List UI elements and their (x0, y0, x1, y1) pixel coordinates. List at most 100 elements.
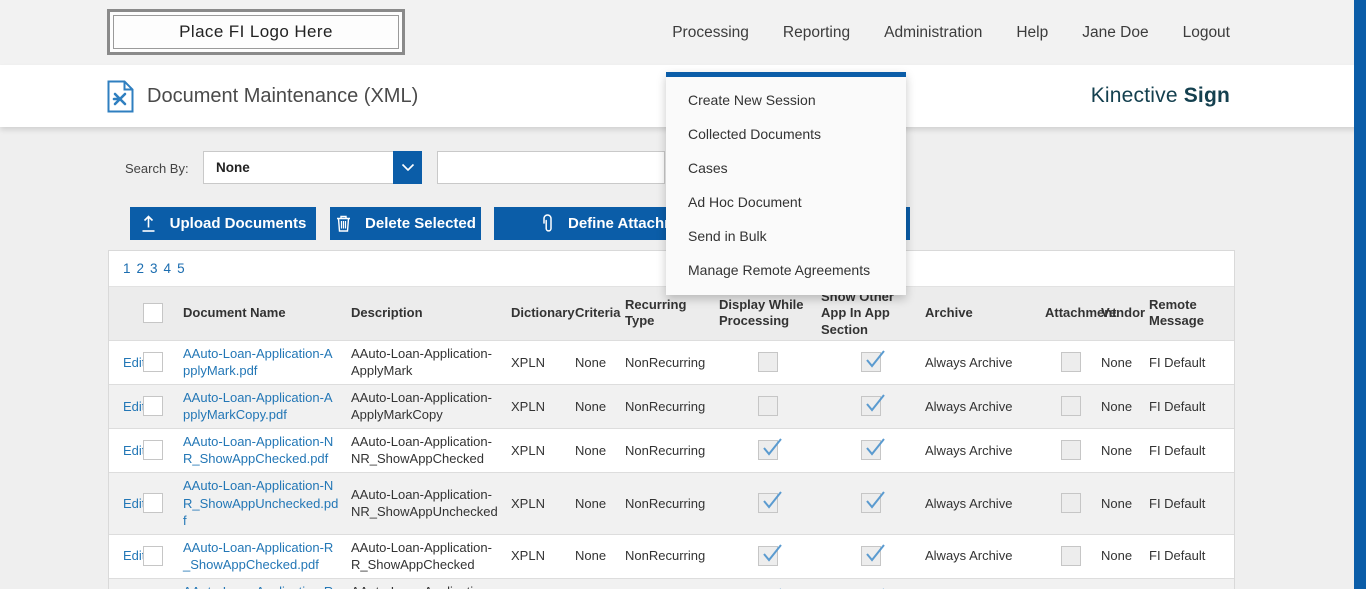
page-title-group: Document Maintenance (XML) (107, 65, 418, 127)
display-while-processing-cell (719, 339, 821, 385)
archive-cell: Always Archive (925, 472, 1045, 535)
document-name-cell: AAuto-Loan-Application-ApplyMarkCopy.pdf (183, 383, 351, 429)
document-name-link[interactable]: AAuto-Loan-Application-NR_ShowAppUncheck… (183, 478, 339, 529)
document-name-link[interactable]: AAuto-Loan-Application-NR_ShowAppChecked… (183, 433, 334, 467)
recurring-type-cell: NonRecurring (625, 383, 719, 429)
recurring-type-cell: NonRecurring (625, 577, 719, 589)
search-by-selected-value: None (216, 160, 250, 175)
search-input[interactable] (437, 151, 665, 184)
menu-item-create-new-session[interactable]: Create New Session (688, 92, 816, 108)
page-link-1[interactable]: 1 (123, 261, 131, 276)
recurring-type-cell: NonRecurring (625, 427, 719, 473)
col-header-remote-message: Remote Message (1149, 286, 1234, 341)
edit-link[interactable]: Edit (123, 495, 146, 511)
table-row: Edit AAuto-Loan-Application-NR_ShowAppUnc… (109, 472, 1234, 535)
remote-message-cell: FI Default (1149, 383, 1234, 429)
menu-item-ad-hoc-document[interactable]: Ad Hoc Document (688, 194, 802, 210)
criteria-cell: None (575, 577, 625, 589)
remote-message-cell: FI Default (1149, 339, 1234, 385)
upload-documents-button[interactable]: Upload Documents (130, 207, 316, 240)
page-link-4[interactable]: 4 (163, 261, 172, 276)
attachment-checkbox (1061, 546, 1081, 567)
nav-item-administration[interactable]: Administration (884, 23, 983, 41)
menu-item-send-in-bulk[interactable]: Send in Bulk (688, 228, 767, 244)
attachment-checkbox (1061, 493, 1081, 514)
brand-bold: Sign (1183, 84, 1230, 107)
col-header-document-name: Document Name (183, 286, 351, 341)
show-other-app-checkbox (861, 394, 885, 417)
delete-selected-button[interactable]: Delete Selected (330, 207, 481, 240)
row-select-checkbox[interactable] (143, 352, 163, 373)
edit-link[interactable]: Edit (123, 442, 146, 458)
description-cell: AAuto-Loan-Application-NR_ShowAppUncheck… (351, 472, 511, 535)
archive-cell: Always Archive (925, 339, 1045, 385)
edit-cell: Edit (109, 533, 146, 579)
nav-item-help[interactable]: Help (1016, 23, 1049, 41)
show-other-app-cell (821, 383, 925, 429)
edit-link[interactable]: Edit (123, 398, 146, 414)
upload-documents-label: Upload Documents (169, 215, 307, 232)
col-header-vendor: Vendor (1101, 286, 1149, 341)
page-title: Document Maintenance (XML) (147, 84, 419, 107)
col-header-display-while-processing: Display While Processing (719, 286, 821, 341)
menu-item-manage-remote-agreements[interactable]: Manage Remote Agreements (688, 262, 871, 278)
search-by-select[interactable]: None (203, 151, 422, 184)
display-while-processing-checkbox (758, 438, 782, 461)
row-select-cell (143, 577, 183, 589)
nav-item-processing[interactable]: Processing (672, 23, 749, 41)
top-nav: Processing Reporting Administration Help Jan… (672, 0, 1230, 65)
criteria-cell: None (575, 533, 625, 579)
attachment-cell (1045, 577, 1101, 589)
nav-item-reporting[interactable]: Reporting (782, 23, 851, 41)
description-cell: AAuto-Loan-Application-R_ShowAppChecked (351, 533, 511, 579)
document-name-link[interactable]: AAuto-Loan-Application-R_ShowAppUnchecke… (183, 584, 333, 589)
document-name-link[interactable]: AAuto-Loan-Application-ApplyMark.pdf (183, 345, 333, 379)
table-row: Edit AAuto-Loan-Application-NR_ShowAppChe… (109, 427, 1234, 473)
page-link-5[interactable]: 5 (177, 261, 185, 276)
nav-item-logout[interactable]: Logout (1182, 23, 1230, 41)
edit-link[interactable]: Edit (123, 548, 146, 564)
display-while-processing-checkbox (758, 491, 782, 514)
row-select-checkbox[interactable] (143, 396, 163, 417)
attachment-cell (1045, 472, 1101, 535)
menu-item-collected-documents[interactable]: Collected Documents (688, 126, 822, 142)
show-other-app-checkbox (861, 544, 885, 567)
vertical-scrollbar[interactable] (1354, 0, 1366, 589)
page-link-3[interactable]: 3 (150, 261, 158, 276)
page-link-2[interactable]: 2 (136, 261, 145, 276)
vendor-cell: None (1101, 533, 1149, 579)
remote-message-cell: FI Default (1149, 472, 1234, 535)
attachment-cell (1045, 533, 1101, 579)
edit-cell: Edit (109, 577, 143, 589)
nav-item-jane-doe[interactable]: Jane Doe (1082, 23, 1149, 41)
col-header-edit (109, 286, 143, 341)
show-other-app-checkbox (861, 491, 885, 514)
col-header-attachment: Attachment (1045, 286, 1117, 341)
search-by-label: Search By: (125, 161, 189, 176)
processing-dropdown-menu: Create New Session Collected Documents Cas… (666, 72, 906, 295)
show-other-app-cell (821, 339, 925, 385)
dictionary-cell: XPLN (511, 383, 575, 429)
document-name-cell: AAuto-Loan-Application-R_ShowAppUnchecke… (183, 577, 351, 589)
attachment-cell (1045, 383, 1101, 429)
description-cell: AAuto-Loan-Application-NR_ShowAppChecked (351, 427, 511, 473)
document-name-link[interactable]: AAuto-Loan-Application-R_ShowAppChecked.… (183, 539, 334, 573)
table-row: Edit AAuto-Loan-Application-R_ShowAppUnch… (109, 577, 1234, 589)
dictionary-cell: XPLN (511, 577, 575, 589)
trash-icon (335, 214, 352, 233)
document-name-cell: AAuto-Loan-Application-R_ShowAppChecked.… (183, 533, 351, 579)
show-other-app-checkbox (861, 438, 885, 461)
table-row: Edit AAuto-Loan-Application-ApplyMarkCopy… (109, 383, 1234, 429)
description-cell: AAuto-Loan-Application-ApplyMark (351, 339, 511, 385)
chevron-down-icon[interactable] (393, 151, 422, 184)
edit-link[interactable]: Edit (123, 354, 146, 370)
document-name-link[interactable]: AAuto-Loan-Application-ApplyMarkCopy.pdf (183, 389, 333, 423)
menu-item-cases[interactable]: Cases (688, 160, 728, 176)
row-select-checkbox[interactable] (143, 493, 163, 514)
row-select-checkbox[interactable] (143, 546, 163, 567)
col-header-dictionary: Dictionary (511, 286, 575, 341)
select-all-checkbox[interactable] (143, 303, 163, 324)
row-select-checkbox[interactable] (143, 440, 163, 461)
archive-cell: Always Archive (925, 427, 1045, 473)
